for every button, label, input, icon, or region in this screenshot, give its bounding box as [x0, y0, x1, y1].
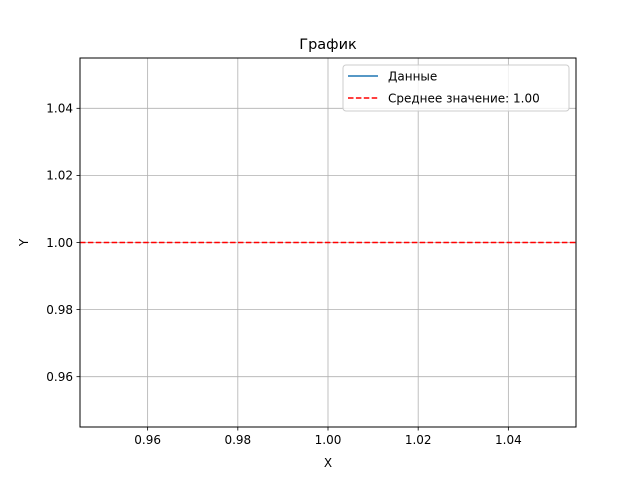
legend: Данные Среднее значение: 1.00	[342, 64, 570, 112]
legend-label-data: Данные	[388, 70, 437, 84]
legend-label-mean: Среднее значение: 1.00	[388, 92, 540, 106]
x-tick-label: 0.96	[134, 433, 161, 447]
y-tick-label: 0.96	[46, 370, 73, 384]
y-tick-label: 1.02	[46, 169, 73, 183]
x-axis-label: X	[324, 456, 332, 470]
y-tick-label: 1.00	[46, 236, 73, 250]
y-tick-label: 0.98	[46, 303, 73, 317]
x-tick-label: 1.00	[315, 433, 342, 447]
x-tick-label: 1.04	[495, 433, 522, 447]
y-axis-label: Y	[17, 238, 31, 247]
y-tick-label: 1.04	[46, 102, 73, 116]
x-tick-label: 0.98	[224, 433, 251, 447]
x-tick-label: 1.02	[405, 433, 432, 447]
chart-title: График	[299, 37, 357, 53]
legend-box	[342, 64, 570, 112]
ticks: 0.96 0.98 1.00 1.02 1.04 0.96 0.98 1.00 1.02 1.04	[46, 102, 521, 447]
